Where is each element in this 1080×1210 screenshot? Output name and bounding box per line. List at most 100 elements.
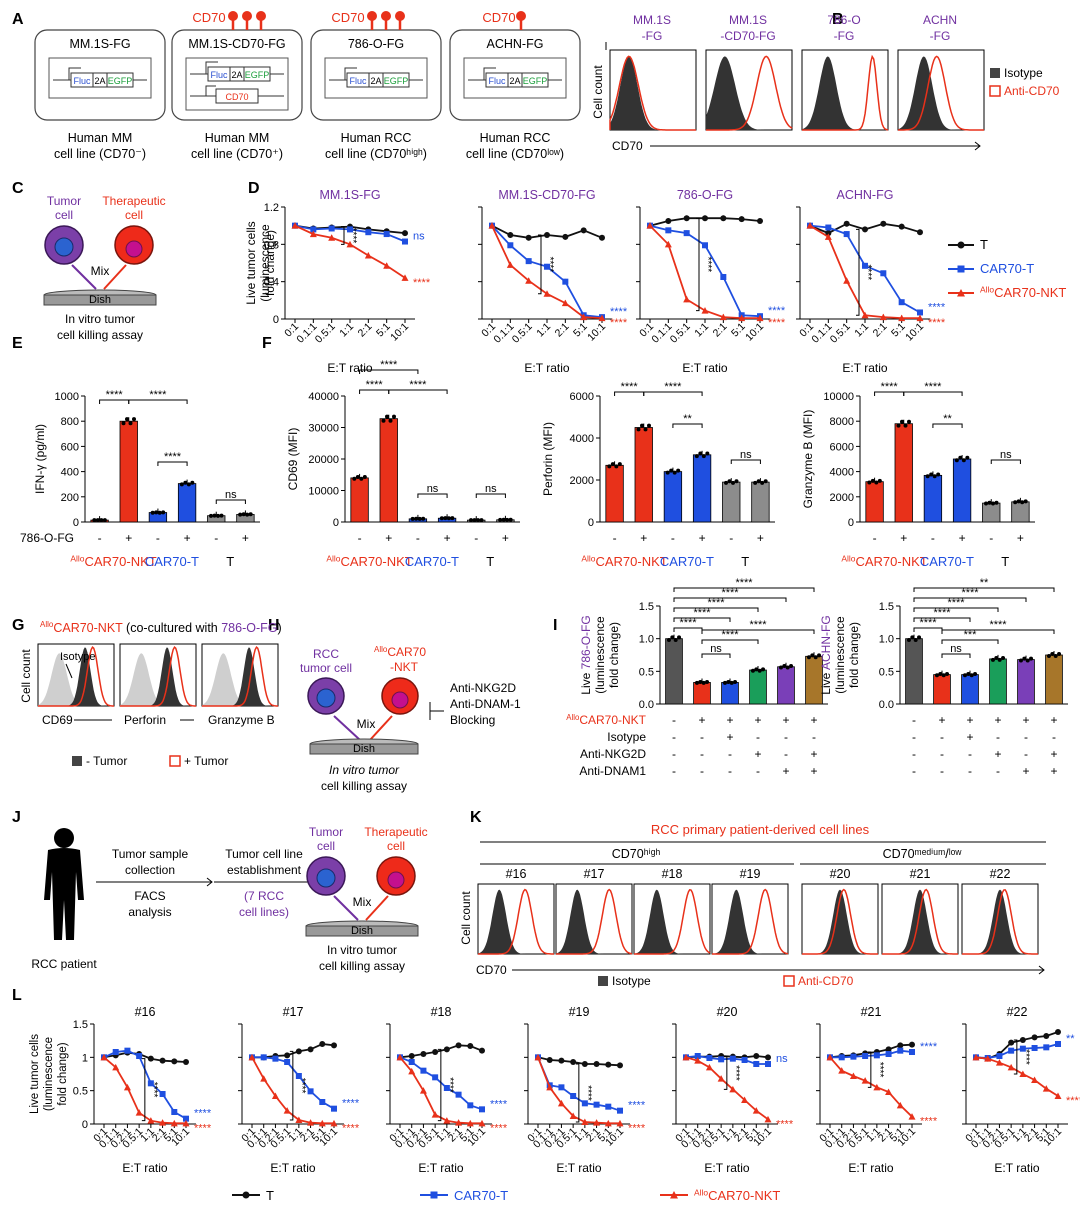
data-point-car70-t <box>581 1100 588 1107</box>
replicate-dot <box>1029 656 1034 661</box>
subplot-title: 786-O-FG <box>677 188 733 202</box>
data-point-t <box>1043 1033 1050 1039</box>
data-point-nkt <box>752 1107 760 1114</box>
sign-label: + <box>385 531 392 545</box>
data-point-nkt <box>885 1088 893 1095</box>
data-point-t <box>420 1051 427 1057</box>
group-label: T <box>1001 554 1009 569</box>
replicate-dot <box>92 518 97 523</box>
data-point-car70-t <box>479 1106 485 1113</box>
superscript-allo: Allo <box>326 553 340 563</box>
data-point-t <box>825 230 832 237</box>
sign-label: - <box>912 730 916 744</box>
y-tick-label: 0.5 <box>73 1086 88 1098</box>
replicate-dot <box>1023 499 1028 504</box>
egfp-box <box>243 66 271 82</box>
data-point-t <box>1055 1029 1061 1035</box>
stat-label: **** <box>106 389 124 401</box>
data-point-nkt <box>861 1077 869 1084</box>
axis-label: E:T ratio <box>556 1161 601 1175</box>
replicate-dot <box>867 480 872 485</box>
rcc-label: RCC <box>313 647 339 661</box>
data-point-nkt <box>431 1111 439 1118</box>
replicate-dot <box>705 451 710 456</box>
row-label: Isotype <box>607 730 646 744</box>
nkt-label-part: Allo <box>374 645 388 654</box>
data-point-car70-t <box>272 1055 279 1062</box>
data-point-car70-t <box>183 1115 189 1122</box>
replicate-dot <box>757 668 762 673</box>
replicate-dot <box>607 464 612 469</box>
y-tick-label: 400 <box>61 467 79 479</box>
stat-bracket <box>141 1058 146 1122</box>
sign-label: + <box>1050 747 1057 761</box>
data-point-car70-t <box>862 1053 869 1059</box>
axis-label: fold change) <box>847 622 861 688</box>
histogram-title: MM.1S <box>633 13 671 27</box>
title-part: (co-cultured with <box>123 621 222 635</box>
replicate-dot <box>241 512 246 517</box>
data-point-nkt <box>756 314 764 322</box>
x-tick-label: 10:1 <box>903 321 926 344</box>
data-point-car70-t <box>347 226 353 233</box>
data-point-car70-t <box>432 1074 439 1081</box>
replicate-dot <box>179 482 184 487</box>
y-tick-label: 1000 <box>55 391 79 403</box>
stat-label: **** <box>721 629 739 641</box>
data-point-car70-t <box>880 270 887 277</box>
data-point-nkt <box>879 313 887 321</box>
stat-car70-t: ** <box>1066 1033 1075 1045</box>
data-point-t <box>525 234 532 241</box>
p2a-label: 2A <box>231 70 242 80</box>
data-point-t <box>862 226 868 233</box>
data-point-nkt <box>683 295 691 303</box>
replicate-dot <box>670 635 675 640</box>
patient-body <box>44 848 84 940</box>
data-point-t <box>665 218 672 224</box>
data-point-nkt <box>443 1117 451 1124</box>
data-point-car70-t <box>917 309 923 316</box>
y-tick-label: 0 <box>82 1119 88 1131</box>
replicate-dot <box>472 518 477 523</box>
data-point-t <box>898 223 905 230</box>
fluc-label: Fluc <box>210 70 228 80</box>
data-point-t <box>753 1053 760 1059</box>
data-point-car70-t <box>850 1053 857 1060</box>
rcc-label: tumor cell <box>300 661 352 675</box>
stat-car70-t: **** <box>342 1098 360 1110</box>
sign-label: - <box>474 531 478 545</box>
sign-label: + <box>938 713 945 727</box>
cd70-receptor-head <box>395 11 405 21</box>
stat-nkt: **** <box>194 1122 212 1134</box>
panel-g-title: AlloCAR70-NKT (co-cultured with 786-O-FG… <box>40 620 282 635</box>
data-point-t <box>544 232 550 238</box>
sign-label: - <box>812 730 816 744</box>
bar <box>721 682 739 705</box>
y-tick-label: 8000 <box>830 416 854 428</box>
replicate-dot <box>421 516 426 521</box>
replicate-dot <box>132 417 136 422</box>
data-point-t <box>617 1062 623 1069</box>
data-point-car70-t <box>310 226 317 233</box>
stat-bracket <box>157 461 188 466</box>
subplot-title: ACHN-FG <box>837 188 894 202</box>
cd70-label: CD70 <box>192 10 225 25</box>
sign-label: - <box>756 730 760 744</box>
sign-label: + <box>699 531 706 545</box>
y-tick-label: 800 <box>61 416 79 428</box>
data-point-nkt <box>506 261 514 268</box>
replicate-dot <box>945 672 950 677</box>
stat-label: **** <box>989 619 1007 631</box>
data-point-car70-t <box>706 1055 713 1061</box>
construct-box <box>463 57 567 99</box>
stat-bracket <box>730 459 761 464</box>
y-tick-label: 1 <box>82 1052 88 1064</box>
data-point-nkt <box>995 1059 1003 1066</box>
data-point-nkt <box>682 1053 690 1061</box>
axis-label: CD69 (MFI) <box>286 428 300 491</box>
axis-label: Granzyme B <box>208 713 275 727</box>
label-allocar70-nkt: AlloCAR70-NKT <box>694 1187 780 1203</box>
axis-label: fold change) <box>57 1042 69 1105</box>
data-point-t <box>408 1053 415 1059</box>
stat-car70-t: **** <box>194 1108 212 1120</box>
